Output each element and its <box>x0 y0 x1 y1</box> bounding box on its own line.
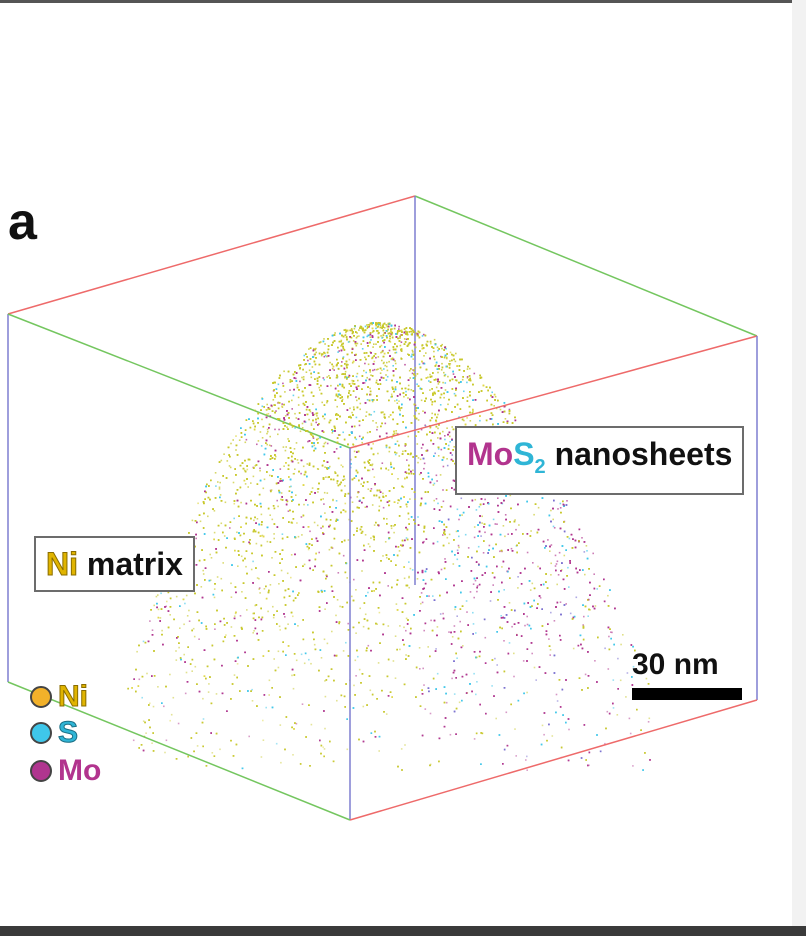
box-edge <box>414 195 758 337</box>
box-edge <box>349 335 758 449</box>
ni-matrix-label: Ni matrix <box>34 536 195 592</box>
scale-bar-label: 30 nm <box>632 648 719 681</box>
box-edge <box>7 681 351 821</box>
nanosheets-text: nanosheets <box>554 436 733 472</box>
legend-item-mo: Mo <box>30 754 101 788</box>
right-border <box>792 0 806 936</box>
mo-text: Mo <box>467 436 514 472</box>
scale-bar <box>632 688 742 700</box>
legend-label-s: S <box>57 716 79 750</box>
s-text: S <box>513 436 535 472</box>
matrix-text: matrix <box>86 546 183 582</box>
ni-dot-icon <box>30 686 52 708</box>
atom-cloud <box>127 322 651 771</box>
top-border <box>0 0 806 3</box>
subscript-2: 2 <box>534 456 546 478</box>
box-edge <box>349 699 758 821</box>
bounding-box-front <box>7 335 758 821</box>
mo-dot-icon <box>30 760 52 782</box>
bottom-border <box>0 926 806 936</box>
legend-label-mo: Mo <box>58 754 102 787</box>
legend-item-ni: Ni <box>30 680 89 714</box>
mos2-nanosheets-label: MoS2 nanosheets <box>455 426 745 495</box>
panel-letter: a <box>8 193 37 251</box>
legend-item-s: S <box>30 716 79 750</box>
box-edge <box>7 195 416 315</box>
bounding-box-back <box>7 195 758 682</box>
legend-label-ni: Ni <box>58 680 89 714</box>
s-dot-icon <box>30 722 52 744</box>
ni-text: Ni <box>46 546 79 583</box>
